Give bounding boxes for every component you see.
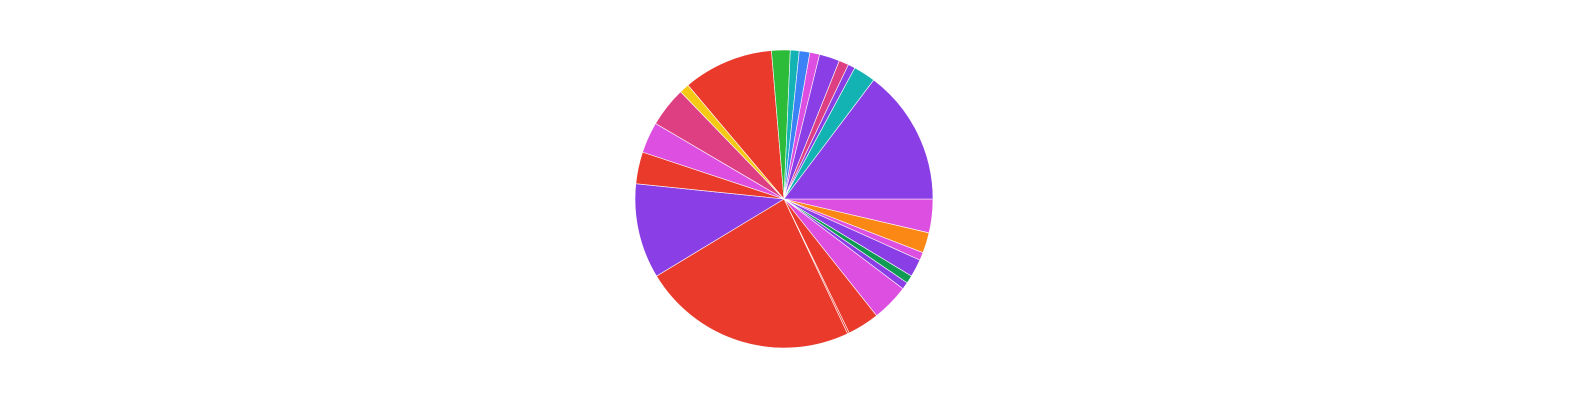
pie-slice-11[interactable] xyxy=(634,183,785,277)
pie-slice-25[interactable] xyxy=(783,79,934,200)
pie-slice-10[interactable] xyxy=(656,198,848,349)
pie-slice-16[interactable] xyxy=(687,50,785,200)
